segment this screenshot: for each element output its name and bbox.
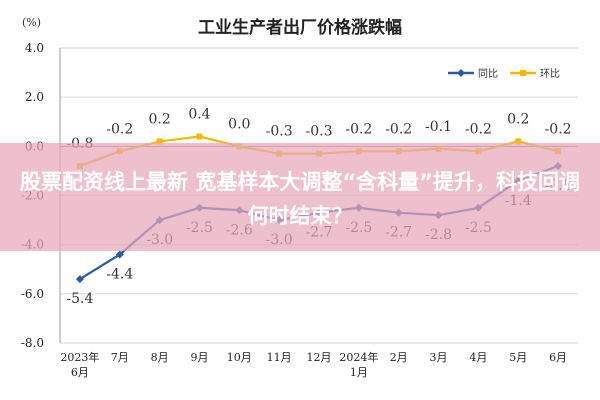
y-unit-label: (%): [22, 16, 41, 29]
data-label: -0.2: [106, 121, 133, 137]
x-tick-label: 4月: [469, 351, 487, 364]
y-tick-label: 2.0: [25, 90, 44, 104]
legend-marker: [520, 70, 526, 76]
overlay-banner[interactable]: 股票配资线上最新 宽基样本大调整“含科量”提升，科技回调何时结束？: [0, 143, 600, 251]
x-tick-label: 8月: [151, 351, 169, 364]
x-tick-label: 3月: [430, 351, 448, 364]
x-tick-label: 10月: [227, 351, 252, 364]
x-tick-label: 12月: [307, 351, 332, 364]
x-tick-label: 6月: [549, 351, 567, 364]
y-tick-label: -6.0: [21, 287, 44, 301]
legend-label: 环比: [540, 68, 560, 80]
data-point: [115, 250, 124, 259]
data-label: -0.2: [465, 121, 492, 137]
x-tick-label: 2024年 1月: [339, 350, 378, 379]
data-label: 0.4: [188, 107, 210, 123]
x-tick-label: 2023年 6月: [60, 350, 99, 379]
data-point: [156, 138, 163, 145]
data-label: -5.4: [66, 291, 93, 307]
banner-headline[interactable]: 股票配资线上最新 宽基样本大调整“含科量”提升，科技回调何时结束？: [20, 170, 580, 228]
x-tick-label: 9月: [190, 351, 208, 364]
legend-label: 同比: [478, 68, 498, 80]
x-tick-label: 5月: [509, 351, 527, 364]
data-label: 0.0: [228, 116, 250, 132]
data-point: [75, 275, 84, 284]
y-tick-label: 4.0: [25, 41, 44, 55]
data-label: -4.4: [106, 267, 133, 283]
data-label: 0.2: [507, 111, 529, 127]
x-tick-label: 11月: [267, 351, 292, 364]
data-label: -0.2: [545, 121, 572, 137]
legend: 同比 环比: [448, 68, 560, 80]
x-axis: 2023年 6月 7月 8月 9月 10月 11月 12月 2024年 1月 2月 3月 4月 5月 6月: [60, 350, 567, 379]
data-point: [515, 138, 522, 145]
x-tick-label: 2月: [390, 351, 408, 364]
data-label: -0.3: [306, 124, 333, 140]
chart-title: 工业生产者出厂价格涨跌幅: [198, 17, 402, 38]
legend-marker: [457, 69, 465, 77]
data-label: -0.2: [385, 121, 412, 137]
data-label: -0.1: [425, 119, 452, 135]
y-tick-label: -8.0: [21, 336, 44, 350]
x-tick-label: 7月: [111, 351, 129, 364]
data-label: -0.3: [266, 124, 293, 140]
data-point: [196, 133, 203, 140]
data-label: 0.2: [148, 111, 170, 127]
data-label: -0.2: [345, 121, 372, 137]
